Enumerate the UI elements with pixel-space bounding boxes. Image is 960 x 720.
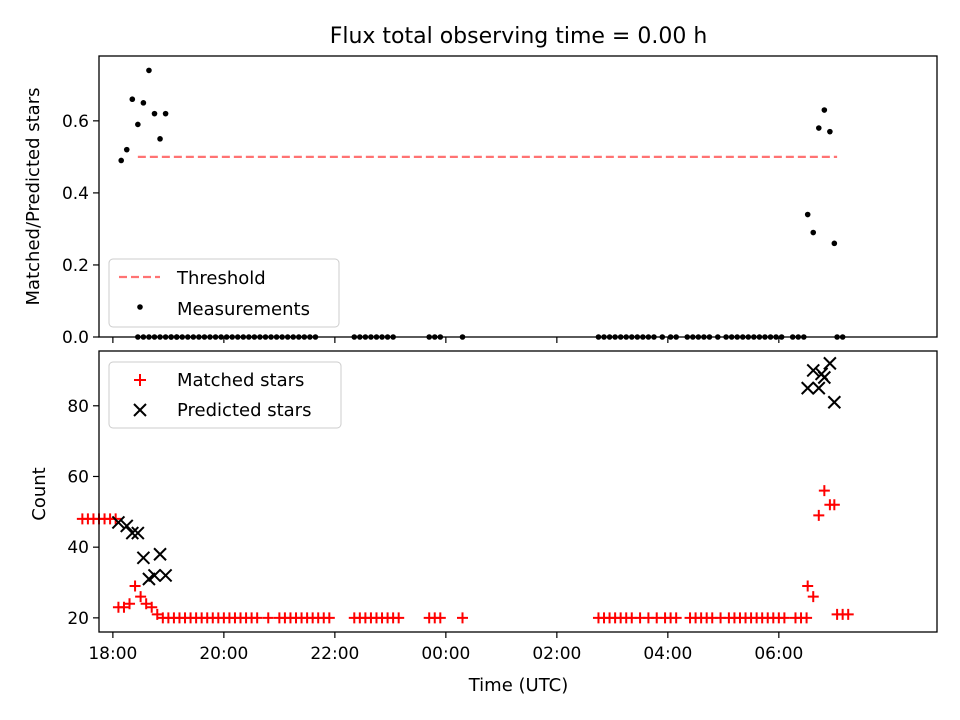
measurement-point [135, 121, 141, 128]
matched-stars-point [670, 612, 682, 624]
counts-legend: Matched stars Predicted stars [108, 361, 342, 429]
counts-legend-box [108, 361, 342, 429]
measurement-point [129, 96, 136, 103]
matched-stars-point [323, 612, 335, 624]
bottom-y-ticks: 20 40 60 80 [67, 397, 99, 629]
predicted-stars-point [136, 551, 151, 565]
predicted-stars-point [800, 381, 815, 395]
legend-matched-label: Matched stars [177, 370, 304, 391]
matched-stars-point [828, 499, 840, 511]
predicted-stars-point [812, 381, 826, 395]
measurement-point [146, 67, 152, 74]
y-tick-label: 0.4 [62, 184, 89, 204]
x-tick-label: 22:00 [310, 644, 359, 664]
measurement-point [151, 110, 158, 117]
x-tick-label: 00:00 [421, 644, 470, 664]
y-tick-label: 0.2 [62, 256, 89, 276]
y-tick-label: 40 [67, 538, 89, 558]
chart-title: Flux total observing time = 0.00 h [330, 24, 708, 49]
legend-predicted-label: Predicted stars [177, 400, 311, 421]
measurement-point [810, 229, 817, 236]
counts-marks [76, 356, 854, 624]
matched-stars-point [135, 591, 147, 603]
counts-y-axis-label: Count [29, 467, 50, 520]
predicted-stars-point [817, 370, 832, 385]
y-tick-label: 60 [67, 467, 89, 487]
legend-matched-swatch [134, 374, 146, 386]
x-tick-label: 02:00 [532, 644, 581, 664]
top-y-ticks: 0.0 0.2 0.4 0.6 [62, 112, 99, 348]
legend-measurements-label: Measurements [177, 299, 310, 320]
ratio-legend: Threshold Measurements [108, 258, 340, 328]
bottom-x-ticks: 18:00 20:00 22:00 00:00 02:00 04:00 06:00 [88, 632, 803, 664]
measurement-point [831, 240, 838, 247]
predicted-stars-point [823, 356, 837, 371]
matched-stars-point [129, 580, 141, 592]
predicted-stars-point [153, 547, 167, 561]
matched-stars-point [146, 601, 158, 613]
y-tick-label: 0.0 [62, 328, 89, 348]
ratio-y-axis-label: Matched/Predicted stars [23, 88, 44, 306]
ratio-marks [118, 67, 846, 340]
predicted-stars-point [111, 515, 126, 530]
predicted-stars-point [147, 568, 162, 583]
matched-stars-point [801, 612, 813, 624]
y-tick-label: 80 [67, 397, 89, 417]
measurement-point [123, 146, 130, 153]
matched-stars-point [778, 612, 790, 624]
matched-stars-point [818, 485, 830, 497]
matched-stars-point [251, 612, 263, 624]
predicted-stars-point [125, 526, 140, 540]
counts-panel: 20 40 60 80 18:00 20:00 22:00 00:00 02:00 04:00 0… [29, 350, 938, 696]
measurement-point [118, 157, 124, 164]
legend-measurements-swatch [137, 304, 143, 310]
ratio-panel: 0.0 0.2 0.4 0.6 Matched/Predicted stars Thr… [23, 55, 938, 348]
x-tick-label: 18:00 [88, 644, 137, 664]
predicted-stars-point [827, 395, 842, 409]
predicted-stars-point [120, 519, 134, 533]
matched-stars-point [140, 598, 152, 610]
measurement-point [140, 100, 147, 106]
predicted-stars-point [806, 363, 820, 378]
legend-threshold-label: Threshold [176, 268, 266, 289]
x-tick-label: 04:00 [643, 644, 692, 664]
ratio-legend-box [108, 258, 340, 328]
measurement-point [162, 110, 169, 117]
predicted-stars-point [158, 568, 173, 583]
x-tick-label: 06:00 [754, 644, 803, 664]
matched-stars-point [262, 612, 274, 624]
measurement-point [821, 107, 828, 113]
ratio-axes-frame [98, 55, 938, 338]
top-x-ticks [112, 337, 780, 343]
matched-stars-point [118, 601, 130, 613]
matched-stars-point [393, 612, 405, 624]
matched-stars-point [813, 509, 825, 521]
y-tick-label: 0.6 [62, 112, 89, 132]
counts-axes-frame [98, 350, 938, 633]
legend-predicted-swatch [133, 403, 147, 417]
x-axis-label: Time (UTC) [468, 675, 569, 696]
matched-stars-point [807, 591, 819, 603]
x-tick-label: 20:00 [199, 644, 248, 664]
matched-stars-point [457, 612, 469, 624]
matched-stars-point [802, 580, 814, 592]
measurement-point [157, 136, 163, 142]
y-tick-label: 20 [67, 609, 89, 629]
measurement-point [804, 211, 811, 218]
matched-stars-point [151, 608, 163, 620]
matched-stars-point [434, 612, 446, 624]
matched-stars-point [124, 598, 136, 610]
measurement-point [827, 128, 833, 135]
measurement-point [815, 125, 822, 131]
predicted-stars-point [131, 526, 145, 540]
matched-stars-point [842, 608, 854, 620]
